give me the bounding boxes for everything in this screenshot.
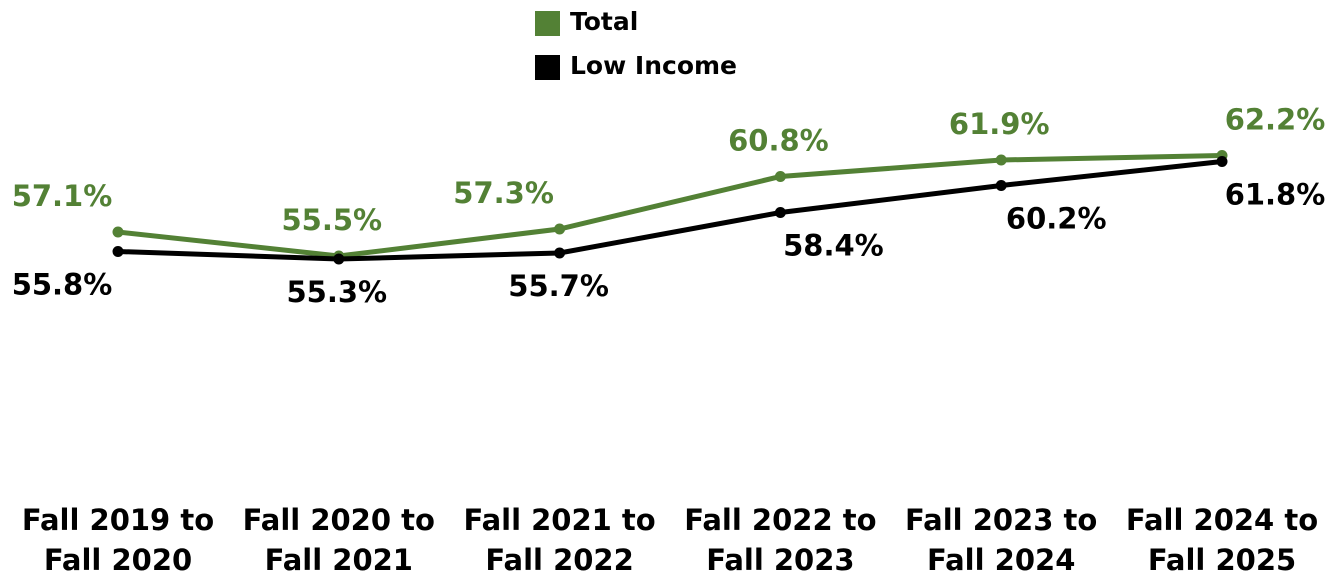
data-label: 57.1%	[12, 179, 113, 213]
data-label: 60.2%	[1006, 202, 1107, 236]
data-point	[554, 223, 566, 235]
series-line	[117, 159, 1223, 262]
data-label: 60.8%	[728, 124, 829, 158]
data-point	[995, 154, 1007, 166]
data-label: 62.2%	[1225, 103, 1326, 137]
data-label: 61.9%	[949, 107, 1050, 141]
data-label: 61.8%	[1225, 178, 1326, 212]
data-point	[333, 253, 345, 265]
legend-label: Low Income	[570, 51, 737, 80]
series-line	[117, 153, 1223, 259]
data-point	[1216, 156, 1228, 167]
data-point	[554, 247, 566, 259]
x-tick-label: Fall 2021 to Fall 2022	[463, 503, 656, 577]
legend-swatch	[535, 11, 560, 36]
data-label: 55.7%	[508, 269, 609, 303]
data-point	[112, 226, 124, 238]
x-tick-label: Fall 2020 to Fall 2021	[242, 503, 435, 577]
data-label: 58.4%	[783, 229, 884, 263]
data-point	[995, 180, 1007, 191]
legend-swatch	[535, 55, 560, 80]
x-tick-label: Fall 2024 to Fall 2025	[1125, 503, 1319, 577]
x-tick-label: Fall 2022 to Fall 2023	[684, 503, 877, 577]
data-point	[774, 171, 786, 182]
data-label: 55.3%	[286, 275, 387, 309]
data-label: 55.8%	[12, 268, 113, 302]
legend-label: Total	[570, 7, 638, 36]
data-label: 55.5%	[281, 203, 382, 237]
data-point	[112, 246, 124, 257]
data-label: 57.3%	[453, 176, 554, 210]
x-tick-label: Fall 2023 to Fall 2024	[905, 503, 1098, 577]
x-tick-label: Fall 2019 to Fall 2020	[21, 503, 215, 577]
data-point	[774, 207, 786, 218]
